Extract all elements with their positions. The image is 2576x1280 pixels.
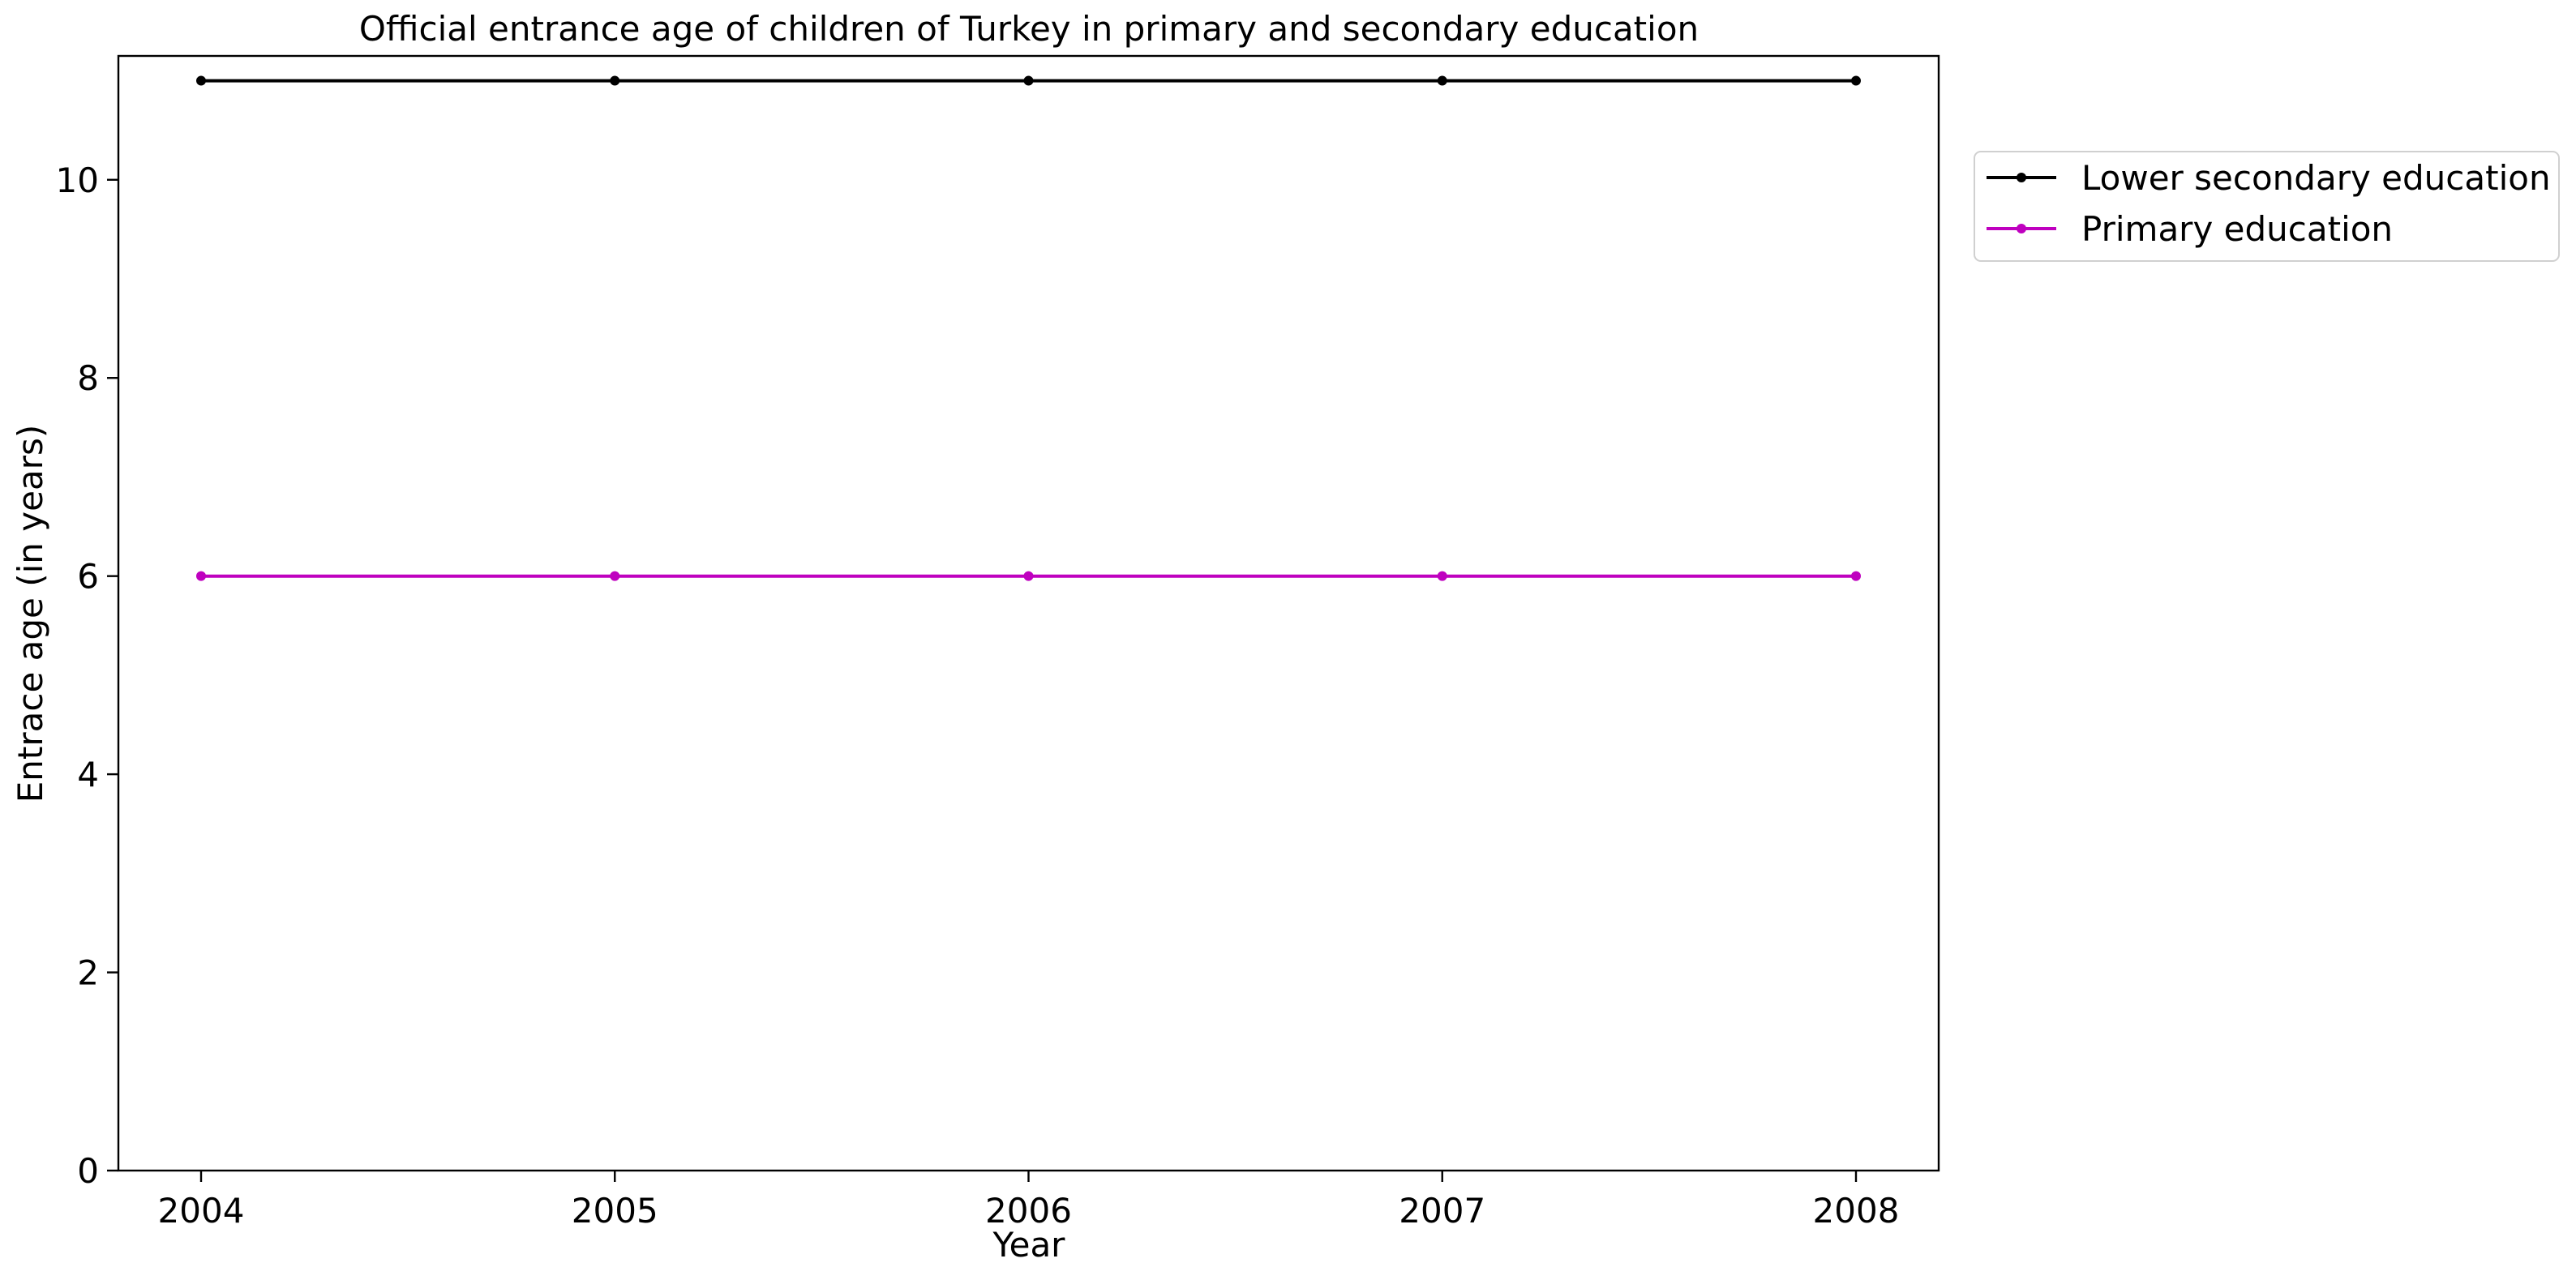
- series-1: [196, 571, 1861, 581]
- legend-box: [1974, 151, 2560, 262]
- data-point: [1851, 571, 1861, 581]
- legend-label: Primary education: [2081, 209, 2393, 249]
- y-tick-label: 4: [77, 755, 99, 794]
- legend-label: Lower secondary education: [2081, 158, 2551, 198]
- x-tick-label: 2007: [1399, 1191, 1485, 1231]
- data-point: [610, 75, 620, 86]
- data-point: [610, 571, 620, 581]
- legend-entry: Lower secondary education: [1987, 158, 2551, 198]
- plot-frame: [117, 54, 1940, 1172]
- x-tick-label: 2008: [1813, 1191, 1900, 1231]
- y-tick-label: 10: [56, 161, 99, 200]
- y-tick-label: 8: [77, 358, 99, 398]
- data-point: [1437, 571, 1447, 581]
- x-tick-label: 2006: [985, 1191, 1072, 1231]
- legend-entry: Primary education: [1987, 209, 2393, 249]
- data-point: [196, 571, 206, 581]
- y-tick-label: 6: [77, 557, 99, 597]
- y-axis: 0 2 4 6 8 10: [56, 161, 118, 1191]
- y-axis-title: Entrace age (in years): [11, 425, 50, 803]
- legend-marker: [2017, 173, 2026, 182]
- y-tick-label: 0: [77, 1151, 99, 1191]
- x-tick-label: 2004: [158, 1191, 245, 1231]
- data-point: [1437, 75, 1447, 86]
- legend-marker: [2017, 224, 2026, 233]
- series-0: [196, 75, 1861, 86]
- data-point: [1023, 75, 1034, 86]
- data-point: [1851, 75, 1861, 86]
- data-point: [196, 75, 206, 86]
- series-layer: [196, 75, 1861, 581]
- plot-area: 0 2 4 6 8 10 2004 2005 2006 2007 2008: [56, 54, 1940, 1231]
- y-tick-label: 2: [77, 953, 99, 993]
- legend: Lower secondary education Primary educati…: [1974, 151, 2560, 262]
- x-axis-title: Year: [992, 1225, 1066, 1265]
- chart-title: Official entrance age of children of Tur…: [359, 9, 1699, 49]
- x-axis: 2004 2005 2006 2007 2008: [158, 1171, 1900, 1231]
- data-point: [1023, 571, 1034, 581]
- x-tick-label: 2005: [572, 1191, 658, 1231]
